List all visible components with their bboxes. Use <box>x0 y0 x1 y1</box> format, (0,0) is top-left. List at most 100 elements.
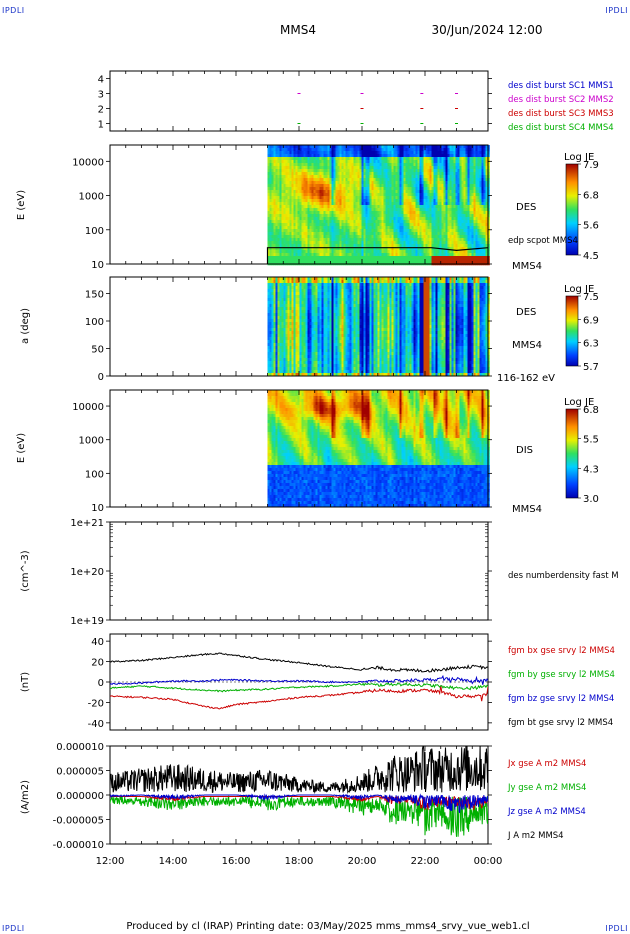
spectrogram-cell <box>329 160 332 164</box>
spectrogram-cell <box>405 217 408 221</box>
spectrogram-cell <box>375 208 378 212</box>
spectrogram-cell <box>267 217 270 221</box>
spectrogram-cell <box>349 247 352 251</box>
spectrogram-cell <box>277 325 280 329</box>
spectrogram-cell <box>283 175 286 179</box>
spectrogram-cell <box>395 145 398 149</box>
spectrogram-cell <box>271 295 274 299</box>
spectrogram-cell <box>339 214 342 218</box>
spectrogram-cell <box>437 151 440 155</box>
spectrogram-cell <box>311 196 314 200</box>
spectrogram-cell <box>437 160 440 164</box>
spectrogram-cell <box>401 184 404 188</box>
spectrogram-cell <box>421 250 424 254</box>
spectrogram-cell <box>423 190 426 194</box>
spectrogram-cell <box>341 196 344 200</box>
spectrogram-cell <box>295 325 298 329</box>
spectrogram-cell <box>369 172 372 176</box>
spectrogram-cell <box>349 169 352 173</box>
spectrogram-cell <box>437 208 440 212</box>
spectrogram-cell <box>269 229 272 233</box>
spectrogram-cell <box>459 253 462 257</box>
spectrogram-cell <box>369 259 372 263</box>
spectrogram-cell <box>437 235 440 239</box>
spectrogram-cell <box>293 226 296 230</box>
spectrogram-cell <box>381 184 384 188</box>
spectrogram-cell <box>457 166 460 170</box>
spectrogram-cell <box>275 154 278 158</box>
spectrogram-cell <box>301 190 304 194</box>
spectrogram-cell <box>405 205 408 209</box>
spectrogram-cell <box>345 211 348 215</box>
spectrogram-cell <box>347 196 350 200</box>
spectrogram-cell <box>293 352 296 356</box>
spectrogram-cell <box>395 226 398 230</box>
spectrogram-cell <box>383 169 386 173</box>
spectrogram-cell <box>479 184 482 188</box>
spectrogram-cell <box>387 187 390 191</box>
spectrogram-cell <box>449 247 452 251</box>
spectrogram-cell <box>399 157 402 161</box>
spectrogram-cell <box>293 241 296 245</box>
spectrogram-cell <box>445 214 448 218</box>
spectrogram-cell <box>325 253 328 257</box>
spectrogram-cell <box>479 223 482 227</box>
spectrogram-cell <box>335 253 338 257</box>
spectrogram-cell <box>271 151 274 155</box>
spectrogram-cell <box>455 208 458 212</box>
spectrogram-cell <box>447 235 450 239</box>
spectrogram-cell <box>415 160 418 164</box>
spectrogram-cell <box>303 247 306 251</box>
spectrogram-cell <box>341 250 344 254</box>
spectrogram-cell <box>389 145 392 149</box>
spectrogram-cell <box>459 151 462 155</box>
spectrogram-cell <box>417 232 420 236</box>
spectrogram-cell <box>415 211 418 215</box>
spectrogram-cell <box>337 145 340 149</box>
spectrogram-cell <box>415 247 418 251</box>
spectrogram-cell <box>291 340 294 344</box>
spectrogram-cell <box>395 199 398 203</box>
spectrogram-cell <box>423 223 426 227</box>
spectrogram-cell <box>339 151 342 155</box>
spectrogram-cell <box>355 232 358 236</box>
spectrogram-cell <box>475 154 478 158</box>
spectrogram-cell <box>311 244 314 248</box>
spectrogram-cell <box>391 235 394 239</box>
spectrogram-cell <box>427 193 430 197</box>
spectrogram-cell <box>353 163 356 167</box>
spectrogram-cell <box>411 232 414 236</box>
spectrogram-cell <box>351 211 354 215</box>
spectrogram-cell <box>365 259 368 263</box>
spectrogram-cell <box>447 163 450 167</box>
spectrogram-cell <box>323 163 326 167</box>
spectrogram-cell <box>391 190 394 194</box>
spectrogram-cell <box>365 214 368 218</box>
spectrogram-cell <box>301 166 304 170</box>
spectrogram-cell <box>287 349 290 353</box>
spectrogram-cell <box>377 196 380 200</box>
spectrogram-cell <box>357 256 360 260</box>
spectrogram-cell <box>297 154 300 158</box>
spectrogram-cell <box>317 259 320 263</box>
spectrogram-cell <box>279 217 282 221</box>
spectrogram-cell <box>467 187 470 191</box>
spectrogram-cell <box>403 250 406 254</box>
spectrogram-cell <box>435 145 438 149</box>
spectrogram-cell <box>361 256 364 260</box>
spectrogram-cell <box>339 166 342 170</box>
spectrogram-cell <box>377 193 380 197</box>
spectrogram-cell <box>461 247 464 251</box>
spectrogram-cell <box>269 346 272 350</box>
spectrogram-cell <box>271 211 274 215</box>
spectrogram-cell <box>425 247 428 251</box>
spectrogram-cell <box>291 352 294 356</box>
spectrogram-cell <box>355 229 358 233</box>
spectrogram-cell <box>477 235 480 239</box>
spectrogram-cell <box>469 196 472 200</box>
spectrogram-cell <box>267 202 270 206</box>
spectrogram-cell <box>397 163 400 167</box>
spectrogram-cell <box>441 157 444 161</box>
spectrogram-cell <box>461 229 464 233</box>
spectrogram-cell <box>267 310 270 314</box>
